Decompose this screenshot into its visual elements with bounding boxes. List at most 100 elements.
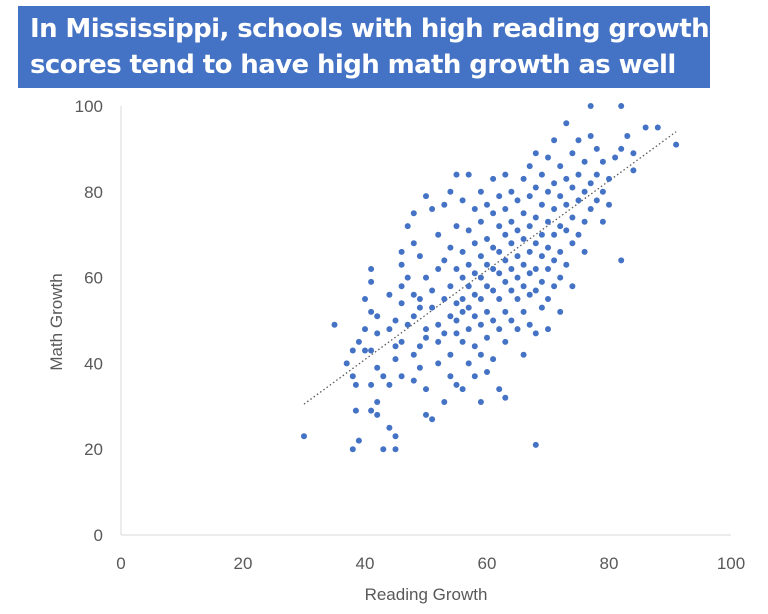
data-point xyxy=(545,218,551,225)
data-point xyxy=(441,201,448,208)
data-point xyxy=(581,218,588,225)
data-point xyxy=(490,317,497,324)
data-point xyxy=(569,184,576,191)
data-point xyxy=(618,145,625,152)
data-point xyxy=(490,175,497,182)
data-point xyxy=(477,351,484,358)
data-point xyxy=(477,253,484,260)
x-axis-title: Reading Growth xyxy=(365,585,488,604)
data-point xyxy=(441,330,448,337)
data-point xyxy=(477,188,484,195)
data-point xyxy=(471,240,478,247)
data-point xyxy=(630,167,637,174)
data-point xyxy=(490,287,497,294)
data-point xyxy=(447,283,454,290)
data-point xyxy=(416,253,423,260)
data-point xyxy=(587,103,594,109)
data-point xyxy=(435,321,442,328)
data-point xyxy=(429,206,436,212)
data-point xyxy=(569,214,576,221)
data-point xyxy=(459,197,466,204)
data-point xyxy=(490,266,497,272)
data-point xyxy=(581,248,588,255)
x-tick-label: 80 xyxy=(600,554,619,573)
data-point xyxy=(465,326,472,333)
data-point xyxy=(551,231,558,238)
data-point xyxy=(545,154,551,161)
data-point xyxy=(642,124,649,131)
y-tick-label: 100 xyxy=(75,97,103,116)
data-point xyxy=(520,236,527,242)
data-point xyxy=(410,291,417,298)
data-point xyxy=(459,338,466,345)
data-point xyxy=(484,236,490,242)
data-point xyxy=(569,150,576,157)
data-point xyxy=(520,261,527,268)
data-point xyxy=(453,300,460,307)
data-point xyxy=(551,180,558,187)
data-point xyxy=(502,278,509,285)
data-point xyxy=(502,308,509,315)
data-point xyxy=(673,141,680,148)
data-point xyxy=(477,399,484,405)
x-tick-label: 20 xyxy=(234,554,253,573)
chart-title-banner: In Mississippi, schools with high readin… xyxy=(18,6,710,88)
data-point xyxy=(374,411,381,418)
data-point xyxy=(545,296,551,302)
data-point xyxy=(496,248,503,255)
data-point xyxy=(606,175,612,182)
data-point xyxy=(471,270,478,277)
data-point xyxy=(538,253,545,260)
y-tick-label: 80 xyxy=(84,183,103,202)
data-point xyxy=(532,441,539,448)
data-point xyxy=(532,266,539,272)
data-point xyxy=(423,326,429,333)
data-point xyxy=(471,206,478,212)
data-point xyxy=(386,291,393,298)
data-point xyxy=(526,163,533,170)
data-point xyxy=(624,133,631,139)
data-point xyxy=(569,240,576,247)
data-point xyxy=(410,240,417,247)
data-point xyxy=(423,386,429,393)
data-point xyxy=(545,188,551,195)
data-point xyxy=(508,188,515,195)
data-point xyxy=(362,326,368,333)
data-point xyxy=(496,296,503,302)
data-point xyxy=(551,206,558,212)
data-point xyxy=(593,197,600,204)
data-point xyxy=(471,291,478,298)
data-point xyxy=(459,308,466,315)
data-point xyxy=(599,188,606,195)
y-tick-label: 20 xyxy=(84,440,103,459)
data-point xyxy=(563,227,570,234)
data-point xyxy=(404,223,411,230)
data-point xyxy=(538,278,545,285)
data-point xyxy=(508,266,515,272)
data-point xyxy=(514,296,521,302)
data-point xyxy=(374,399,381,405)
chart-title-line-1: In Mississippi, schools with high readin… xyxy=(30,14,710,44)
data-point xyxy=(355,338,362,345)
data-point xyxy=(465,304,472,311)
data-point xyxy=(416,364,423,371)
data-point xyxy=(508,287,515,294)
data-point xyxy=(557,248,564,255)
data-point xyxy=(581,188,588,195)
data-point xyxy=(331,321,338,328)
data-point xyxy=(532,150,539,157)
data-point xyxy=(502,257,509,264)
data-point xyxy=(465,227,472,234)
data-point xyxy=(490,210,497,217)
data-point xyxy=(416,304,423,311)
data-point xyxy=(459,296,466,302)
data-point xyxy=(386,381,393,388)
data-point xyxy=(441,257,448,264)
data-point xyxy=(484,261,490,268)
data-point xyxy=(453,381,460,388)
data-point xyxy=(538,201,545,208)
data-point xyxy=(545,244,551,251)
data-point xyxy=(551,283,558,290)
data-point xyxy=(514,253,521,260)
data-point xyxy=(526,270,533,277)
